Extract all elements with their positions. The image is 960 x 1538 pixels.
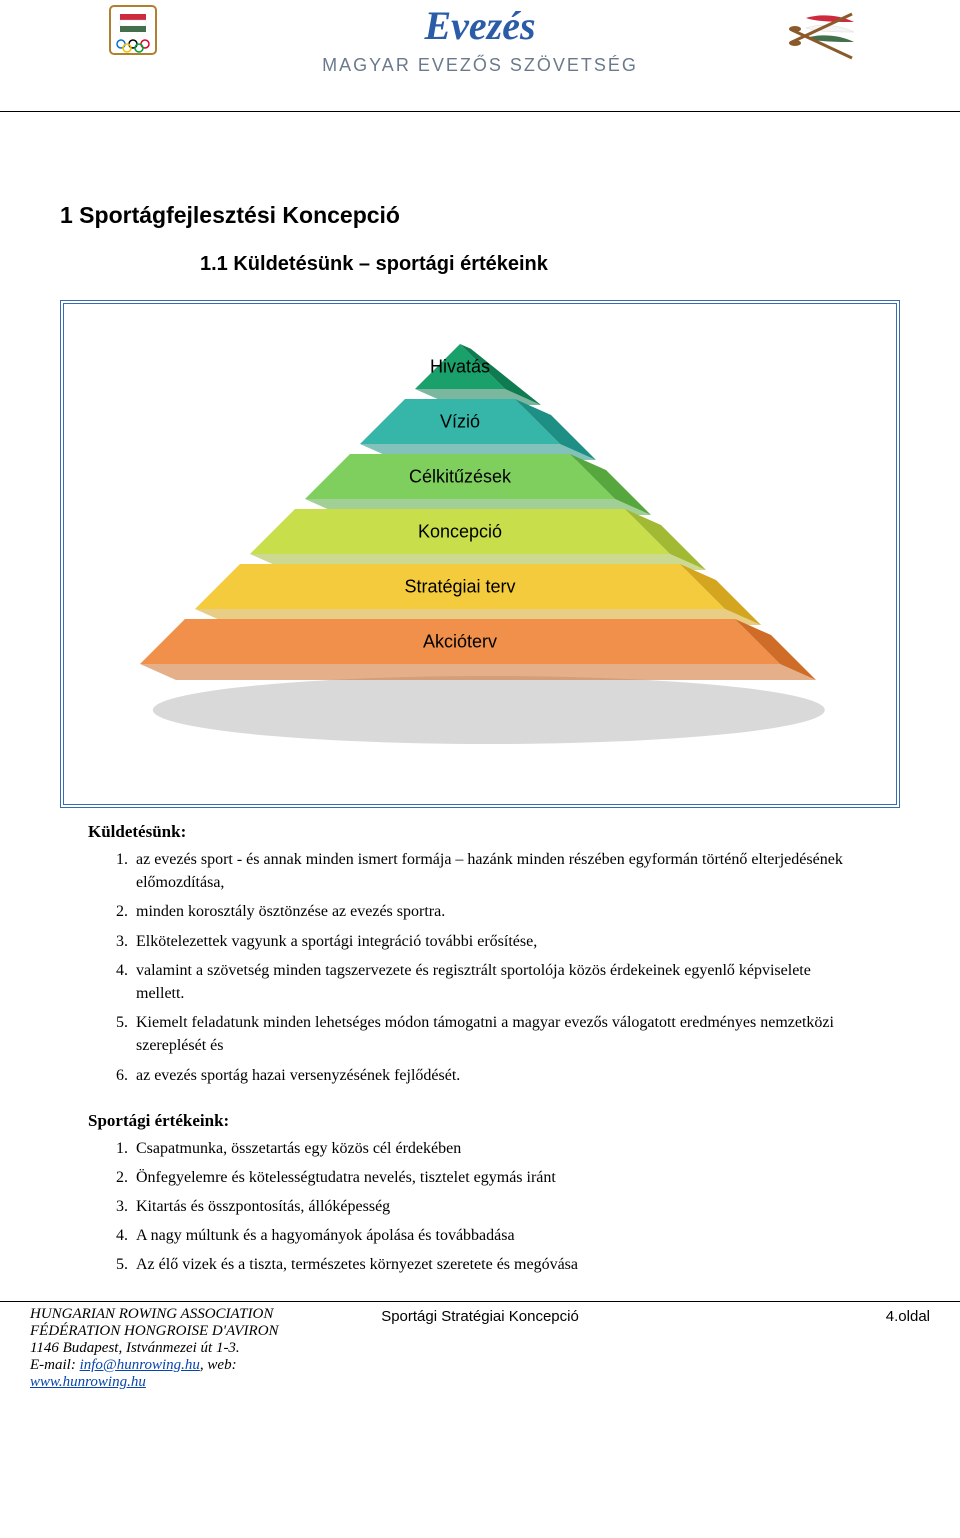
footer-doc-title: Sportági Stratégiai Koncepció: [334, 1306, 626, 1325]
footer-page-number: 4.oldal: [638, 1306, 930, 1325]
list-item: Elkötelezettek vagyunk a sportági integr…: [132, 930, 860, 953]
list-item: minden korosztály ösztönzése az evezés s…: [132, 900, 860, 923]
list-item: A nagy múltunk és a hagyományok ápolása …: [132, 1224, 860, 1247]
list-item: Önfegyelemre és kötelességtudatra nevelé…: [132, 1166, 860, 1189]
pyramid-layer-label: Akcióterv: [423, 632, 497, 652]
footer-web-label: , web:: [200, 1357, 237, 1373]
list-item: Csapatmunka, összetartás egy közös cél é…: [132, 1137, 860, 1160]
brand-subtitle: MAGYAR EVEZŐS SZÖVETSÉG: [322, 55, 638, 76]
footer-org-block: HUNGARIAN ROWING ASSOCIATION FÉDÉRATION …: [30, 1306, 322, 1391]
mission-title: Küldetésünk:: [88, 822, 900, 842]
pyramid-layer-label: Stratégiai terv: [404, 577, 515, 597]
list-item: az evezés sportág hazai versenyzésének f…: [132, 1064, 860, 1087]
pyramid-layer-label: Koncepció: [418, 522, 502, 542]
footer-email-label: E-mail:: [30, 1357, 80, 1373]
rowing-flag-logo: [788, 12, 860, 64]
heading-1-1: 1.1 Küldetésünk – sportági értékeink: [200, 253, 900, 276]
olympic-committee-logo: [108, 4, 158, 68]
pyramid-layer-label: Célkitűzések: [409, 467, 512, 487]
footer-email-link[interactable]: info@hunrowing.hu: [80, 1357, 200, 1373]
footer-address: 1146 Budapest, Istvánmezei út 1-3.: [30, 1340, 322, 1357]
list-item: Kiemelt feladatunk minden lehetséges mód…: [132, 1011, 860, 1057]
list-item: az evezés sport - és annak minden ismert…: [132, 848, 860, 894]
list-item: valamint a szövetség minden tagszervezet…: [132, 959, 860, 1005]
mission-list: az evezés sport - és annak minden ismert…: [132, 848, 860, 1087]
brand-wordmark: Evezés: [424, 2, 535, 49]
pyramid-diagram: Hivatás Vízió Célkitűzések Koncepció Stratég…: [76, 324, 884, 764]
values-list: Csapatmunka, összetartás egy közös cél é…: [132, 1137, 860, 1277]
page-header: Evezés MAGYAR EVEZŐS SZÖVETSÉG: [0, 0, 960, 112]
footer-org-fr: FÉDÉRATION HONGROISE D'AVIRON: [30, 1323, 322, 1340]
pyramid-layer-label: Vízió: [440, 412, 480, 432]
footer-org-en: HUNGARIAN ROWING ASSOCIATION: [30, 1306, 322, 1323]
footer-contact: E-mail: info@hunrowing.hu, web: www.hunr…: [30, 1357, 322, 1391]
pyramid-layer-label: Hivatás: [430, 357, 490, 377]
page-body: 1 Sportágfejlesztési Koncepció 1.1 Külde…: [0, 112, 960, 1277]
page-footer: HUNGARIAN ROWING ASSOCIATION FÉDÉRATION …: [0, 1301, 960, 1401]
values-title: Sportági értékeink:: [88, 1111, 900, 1131]
list-item: Kitartás és összpontosítás, állóképesség: [132, 1195, 860, 1218]
pyramid-frame: Hivatás Vízió Célkitűzések Koncepció Stratég…: [60, 300, 900, 808]
list-item: Az élő vizek és a tiszta, természetes kö…: [132, 1253, 860, 1276]
heading-1: 1 Sportágfejlesztési Koncepció: [60, 202, 900, 229]
footer-web-link[interactable]: www.hunrowing.hu: [30, 1374, 146, 1390]
